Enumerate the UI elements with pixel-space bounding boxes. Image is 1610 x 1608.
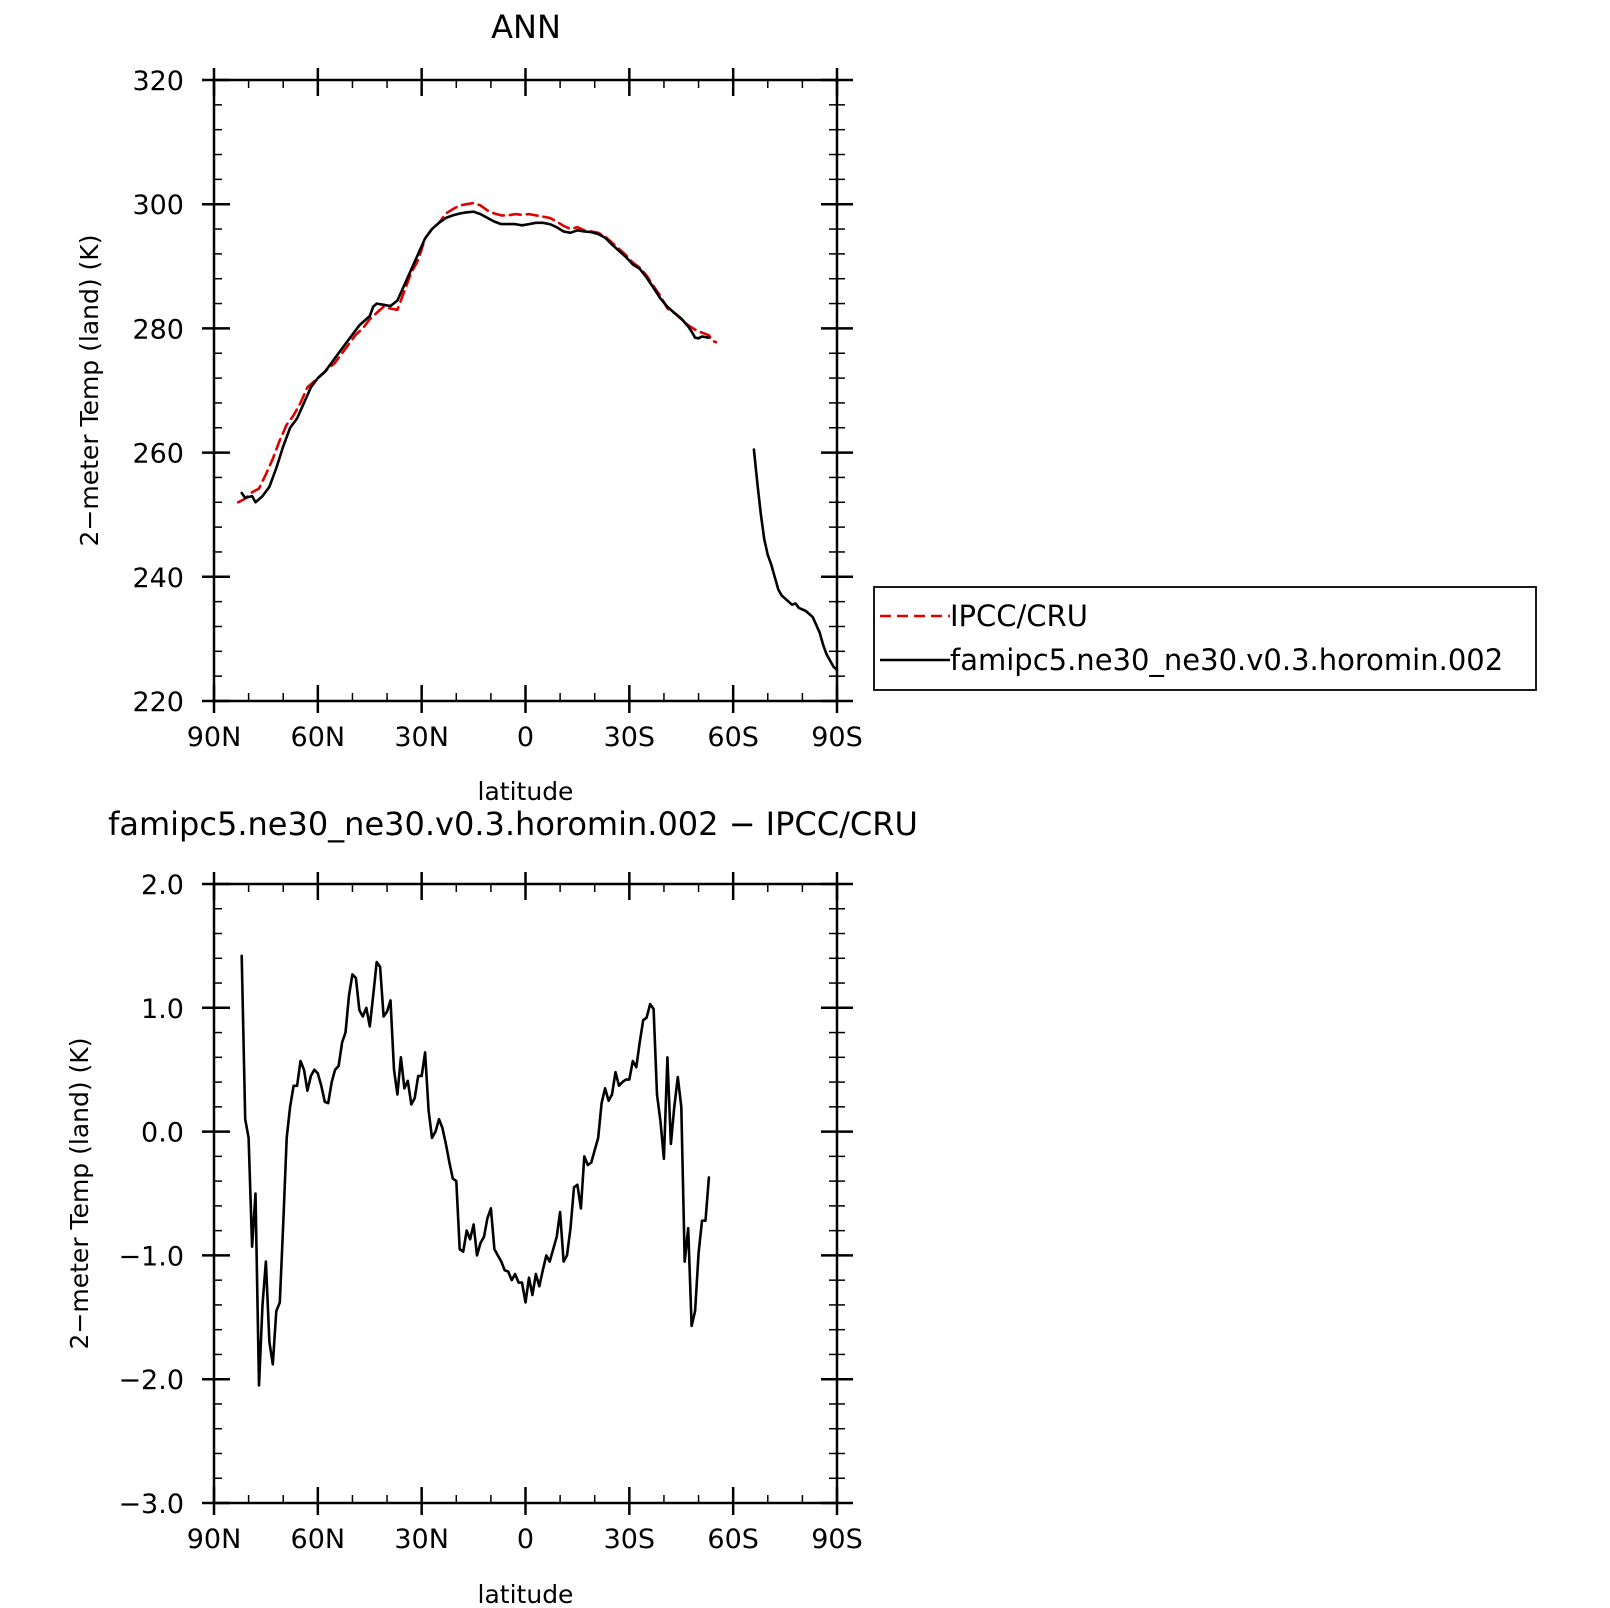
y-tick-label: 280 — [132, 314, 184, 345]
x-tick-label: 30S — [604, 1524, 656, 1555]
x-tick-label: 60S — [707, 1524, 759, 1555]
x-tick-label: 60N — [291, 722, 346, 753]
y-tick-label: 320 — [132, 66, 184, 97]
x-tick-label: 30N — [394, 1524, 449, 1555]
y-tick-label: 0.0 — [141, 1118, 184, 1149]
famipc5-ne30-ne30-v0-3-horomin-002-series-line — [752, 448, 839, 672]
major-ticks — [202, 68, 853, 713]
x-axis-label: latitude — [478, 777, 574, 806]
difference-series-line — [240, 954, 711, 1387]
legend: IPCC/CRU famipc5.ne30_ne30.v0.3.horomin.0… — [873, 586, 1537, 691]
chart-title: famipc5.ne30_ne30.v0.3.horomin.002 − IPC… — [108, 805, 918, 843]
chart-title: ANN — [491, 8, 561, 46]
minor-ticks — [213, 883, 845, 1504]
y-tick-label: 1.0 — [141, 994, 184, 1025]
x-tick-label: 30S — [604, 722, 656, 753]
y-tick-label: 220 — [132, 687, 184, 718]
plot-frame — [212, 78, 839, 703]
y-tick-label: −3.0 — [118, 1489, 184, 1520]
y-tick-label: −1.0 — [118, 1241, 184, 1272]
bottom-panel-difference: 90N 60N 30N 0 30S 60S 90S 2.0 1.0 0.0 −1.0 −2.0 −3.0… — [65, 805, 918, 1608]
x-tick-label: 60N — [291, 1524, 346, 1555]
x-tick-label: 0 — [517, 1524, 534, 1555]
x-tick-label: 90N — [187, 1524, 242, 1555]
y-axis-label: 2−meter Temp (land) (K) — [75, 235, 104, 547]
plot-frame — [212, 882, 839, 1505]
y-tick-label: 2.0 — [141, 870, 184, 901]
x-tick-label: 90S — [811, 722, 863, 753]
legend-box — [873, 586, 1537, 691]
x-tick-label: 0 — [517, 722, 534, 753]
legend-label: IPCC/CRU — [950, 599, 1088, 633]
x-axis-label: latitude — [478, 1580, 574, 1608]
major-ticks — [202, 872, 853, 1515]
famipc5-ne30-ne30-v0-3-horomin-002-series-line — [240, 210, 711, 504]
x-tick-label: 30N — [394, 722, 449, 753]
x-tick-label: 60S — [707, 722, 759, 753]
x-tick-label: 90N — [187, 722, 242, 753]
y-axis-label: 2−meter Temp (land) (K) — [65, 1038, 94, 1350]
ipcc-cru-series-line — [236, 201, 718, 504]
y-tick-label: −2.0 — [118, 1365, 184, 1396]
x-tick-label: 90S — [811, 1524, 863, 1555]
legend-label: famipc5.ne30_ne30.v0.3.horomin.002 — [950, 643, 1503, 677]
y-tick-label: 240 — [132, 563, 184, 594]
y-tick-label: 300 — [132, 190, 184, 221]
y-tick-label: 260 — [132, 439, 184, 470]
top-panel-annual-temperature: 90N 60N 30N 0 30S 60S 90S 320 300 280 260 240 220 ANN… — [75, 8, 1537, 806]
